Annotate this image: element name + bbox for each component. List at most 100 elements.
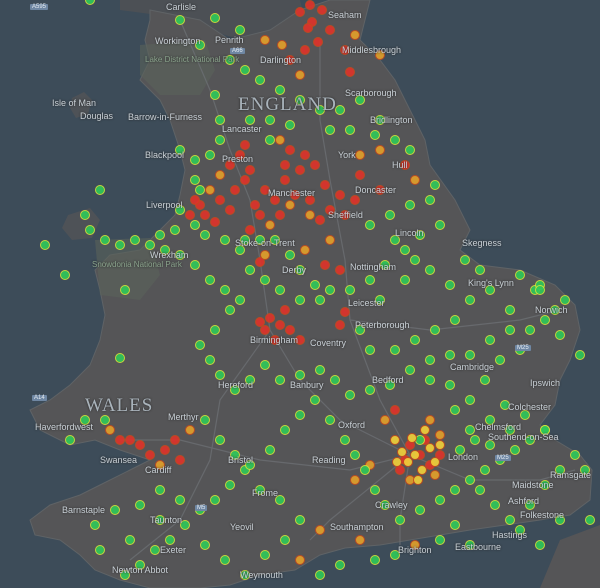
heat-point[interactable] [100,415,110,425]
heat-point[interactable] [335,190,345,200]
heat-point[interactable] [295,370,305,380]
heat-point[interactable] [370,485,380,495]
heat-point[interactable] [400,275,410,285]
heat-point[interactable] [525,500,535,510]
heat-point[interactable] [435,430,445,440]
heat-point[interactable] [260,325,270,335]
heat-point[interactable] [450,520,460,530]
heat-point[interactable] [325,415,335,425]
heat-point[interactable] [390,345,400,355]
heat-point[interactable] [215,115,225,125]
heat-point[interactable] [230,385,240,395]
heat-point[interactable] [475,485,485,495]
heat-point[interactable] [555,515,565,525]
heat-point[interactable] [85,0,95,5]
heat-point[interactable] [175,145,185,155]
heat-point[interactable] [430,325,440,335]
heat-point[interactable] [200,210,210,220]
heat-point[interactable] [220,285,230,295]
heat-point[interactable] [550,305,560,315]
heat-point[interactable] [250,200,260,210]
heat-point[interactable] [500,400,510,410]
heat-point[interactable] [555,465,565,475]
heat-point[interactable] [260,550,270,560]
heat-point[interactable] [240,140,250,150]
heat-point[interactable] [295,95,305,105]
heat-point[interactable] [350,30,360,40]
heat-point[interactable] [403,457,413,467]
heat-point[interactable] [215,435,225,445]
heat-point[interactable] [200,230,210,240]
heat-point[interactable] [415,230,425,240]
heat-point[interactable] [205,185,215,195]
heat-point[interactable] [470,435,480,445]
heat-point[interactable] [185,210,195,220]
heat-point[interactable] [395,515,405,525]
heat-point[interactable] [150,545,160,555]
heat-point[interactable] [145,450,155,460]
heat-point[interactable] [325,285,335,295]
heat-point[interactable] [410,450,420,460]
heat-point[interactable] [300,245,310,255]
heat-point[interactable] [355,325,365,335]
heat-point[interactable] [65,435,75,445]
heat-point[interactable] [340,210,350,220]
heat-point[interactable] [345,390,355,400]
heat-point[interactable] [245,460,255,470]
heat-point[interactable] [410,540,420,550]
heat-point[interactable] [300,150,310,160]
heat-point[interactable] [505,515,515,525]
heat-point[interactable] [265,313,275,323]
heat-point[interactable] [285,55,295,65]
heat-point[interactable] [360,465,370,475]
heat-point[interactable] [350,475,360,485]
heat-point[interactable] [410,175,420,185]
heat-point[interactable] [450,315,460,325]
heat-point[interactable] [200,540,210,550]
heat-point[interactable] [495,355,505,365]
heat-point[interactable] [120,570,130,580]
heat-point[interactable] [95,545,105,555]
heat-point[interactable] [325,235,335,245]
heat-point[interactable] [413,475,423,485]
heat-point[interactable] [275,375,285,385]
heat-point[interactable] [315,215,325,225]
heat-point[interactable] [435,440,445,450]
heat-point[interactable] [345,67,355,77]
heat-point[interactable] [485,415,495,425]
heat-point[interactable] [345,285,355,295]
heat-point[interactable] [295,410,305,420]
heat-point[interactable] [95,185,105,195]
heat-point[interactable] [390,550,400,560]
heat-point[interactable] [400,245,410,255]
heat-point[interactable] [285,325,295,335]
heat-point[interactable] [215,195,225,205]
heat-point[interactable] [120,285,130,295]
heat-point[interactable] [300,45,310,55]
heat-point[interactable] [260,185,270,195]
heat-point[interactable] [255,210,265,220]
heat-point[interactable] [540,480,550,490]
heat-point[interactable] [180,520,190,530]
heat-point[interactable] [295,7,305,17]
heat-point[interactable] [105,425,115,435]
heat-point[interactable] [255,75,265,85]
heat-point[interactable] [325,205,335,215]
heat-point[interactable] [475,265,485,275]
heat-point[interactable] [135,440,145,450]
heat-point[interactable] [355,170,365,180]
heat-point[interactable] [465,540,475,550]
heat-point[interactable] [392,457,402,467]
heat-point[interactable] [350,450,360,460]
heat-point[interactable] [245,225,255,235]
heat-point[interactable] [245,165,255,175]
heat-point[interactable] [390,435,400,445]
heat-point[interactable] [280,305,290,315]
heat-point[interactable] [330,375,340,385]
heat-point[interactable] [110,505,120,515]
heat-point[interactable] [405,200,415,210]
heat-point[interactable] [515,270,525,280]
heat-point[interactable] [425,195,435,205]
heat-point[interactable] [240,570,250,580]
heat-point[interactable] [295,335,305,345]
